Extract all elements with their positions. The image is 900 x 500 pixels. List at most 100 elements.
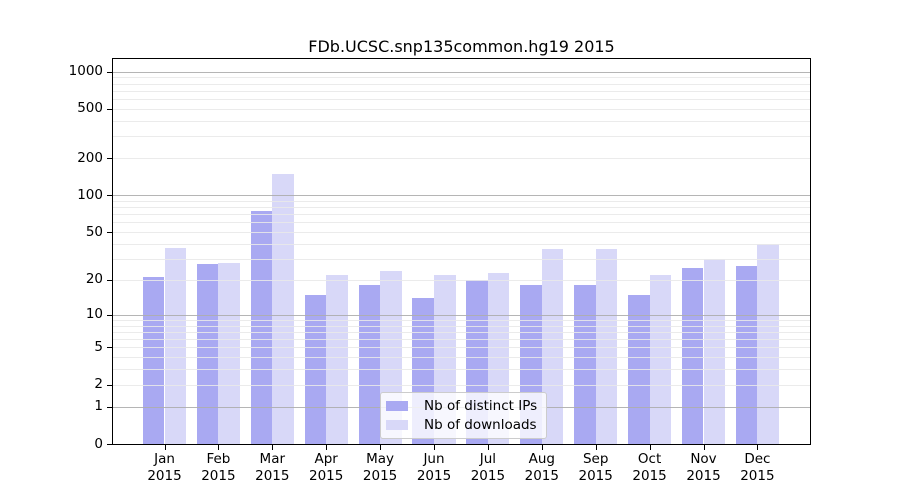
y-tick-label-1: 1: [94, 398, 103, 415]
x-tick-feb: [218, 445, 220, 450]
y-tick-label-1000: 1000: [68, 63, 103, 80]
minor-gridline-50: [113, 232, 810, 234]
x-tick-label-may: May 2015: [348, 451, 412, 484]
y-tick-label-20: 20: [85, 271, 103, 288]
x-tick-month: Nov: [690, 451, 717, 467]
y-tick-1: [107, 406, 113, 408]
y-tick-label-200: 200: [77, 149, 103, 166]
y-tick-5: [107, 347, 113, 349]
x-tick-label-oct: Oct 2015: [618, 451, 682, 484]
legend-row-downloads: Nb of downloads: [386, 415, 537, 434]
x-tick-year: 2015: [524, 467, 559, 484]
x-tick-month: Dec: [744, 451, 771, 467]
x-tick-label-apr: Apr 2015: [294, 451, 358, 484]
y-tick-label-10: 10: [85, 306, 103, 323]
x-tick-year: 2015: [309, 467, 344, 484]
x-tick-month: Feb: [206, 451, 231, 467]
x-tick-month: Jun: [423, 451, 445, 467]
x-tick-month: Oct: [637, 451, 662, 467]
x-tick-label-feb: Feb 2015: [186, 451, 250, 484]
x-tick-year: 2015: [362, 467, 398, 484]
bar-dec-downloads: [757, 243, 779, 444]
y-tick-20: [107, 279, 113, 281]
x-tick-year: 2015: [632, 467, 667, 484]
minor-gridline-80: [113, 207, 810, 209]
x-tick-aug: [541, 445, 543, 450]
major-gridline-1000: [113, 71, 810, 73]
minor-gridline-700: [113, 90, 810, 92]
bar-dec-distinct-ips: [735, 266, 758, 444]
bar-feb-downloads: [218, 262, 240, 444]
x-tick-month: Mar: [259, 451, 286, 467]
legend-swatch-distinct-ips: [386, 400, 408, 411]
bar-jan-downloads: [164, 247, 187, 444]
minor-gridline-800: [113, 83, 810, 85]
minor-gridline-2: [113, 384, 810, 386]
legend-label: Nb of downloads: [424, 416, 537, 433]
x-tick-label-jul: Jul 2015: [456, 451, 520, 484]
y-tick-10: [107, 314, 113, 316]
grid-layer: [113, 59, 810, 444]
minor-gridline-9: [113, 319, 810, 321]
bar-sep-distinct-ips: [574, 285, 596, 444]
y-tick-label-50: 50: [85, 223, 103, 240]
y-tick-2: [107, 384, 113, 386]
minor-gridline-500: [113, 108, 810, 110]
minor-gridline-600: [113, 99, 810, 101]
bar-oct-downloads: [649, 274, 672, 444]
minor-gridline-400: [113, 120, 810, 122]
x-tick-nov: [703, 445, 705, 450]
legend: Nb of distinct IPs Nb of downloads: [380, 392, 548, 439]
x-tick-year: 2015: [686, 467, 721, 484]
minor-gridline-7: [113, 331, 810, 333]
minor-gridline-70: [113, 214, 810, 216]
bar-sep-downloads: [595, 249, 618, 444]
x-tick-year: 2015: [201, 467, 236, 484]
x-tick-jul: [487, 445, 489, 450]
y-tick-label-5: 5: [94, 338, 103, 355]
x-tick-year: 2015: [416, 467, 452, 484]
y-tick-500: [107, 108, 113, 110]
y-tick-label-100: 100: [77, 186, 103, 203]
bar-jan-distinct-ips: [142, 277, 165, 444]
y-tick-200: [107, 158, 113, 160]
minor-gridline-200: [113, 158, 810, 160]
x-tick-label-sep: Sep 2015: [564, 451, 628, 484]
minor-gridline-60: [113, 222, 810, 224]
minor-gridline-900: [113, 77, 810, 79]
x-tick-month: Jan: [154, 451, 175, 467]
y-tick-label-0: 0: [94, 435, 103, 452]
x-tick-month: Aug: [528, 451, 555, 467]
x-tick-sep: [595, 445, 597, 450]
x-tick-year: 2015: [578, 467, 613, 484]
x-tick-dec: [757, 445, 759, 450]
x-tick-label-jun: Jun 2015: [402, 451, 466, 484]
minor-gridline-90: [113, 200, 810, 202]
x-tick-jun: [434, 445, 435, 450]
x-tick-month: Jul: [479, 451, 497, 467]
major-gridline-10: [113, 314, 810, 316]
y-tick-0: [107, 444, 113, 445]
x-tick-year: 2015: [740, 467, 775, 484]
x-tick-oct: [649, 445, 651, 450]
plot-area: [112, 58, 811, 445]
x-tick-label-mar: Mar 2015: [240, 451, 304, 484]
x-tick-label-aug: Aug 2015: [510, 451, 574, 484]
minor-gridline-6: [113, 339, 810, 341]
legend-label: Nb of distinct IPs: [424, 397, 538, 414]
bar-nov-distinct-ips: [681, 268, 704, 444]
y-tick-50: [107, 232, 113, 234]
y-tick-1000: [107, 71, 113, 73]
minor-gridline-8: [113, 325, 810, 327]
bar-aug-downloads: [541, 249, 564, 444]
bar-apr-downloads: [326, 274, 348, 444]
x-tick-year: 2015: [147, 467, 182, 484]
bar-feb-distinct-ips: [196, 264, 219, 444]
bar-nov-downloads: [703, 258, 726, 444]
y-tick-label-2: 2: [94, 376, 103, 393]
minor-gridline-4: [113, 357, 810, 359]
minor-gridline-30: [113, 258, 810, 260]
x-tick-jan: [164, 445, 166, 450]
x-tick-label-jan: Jan 2015: [133, 451, 197, 484]
